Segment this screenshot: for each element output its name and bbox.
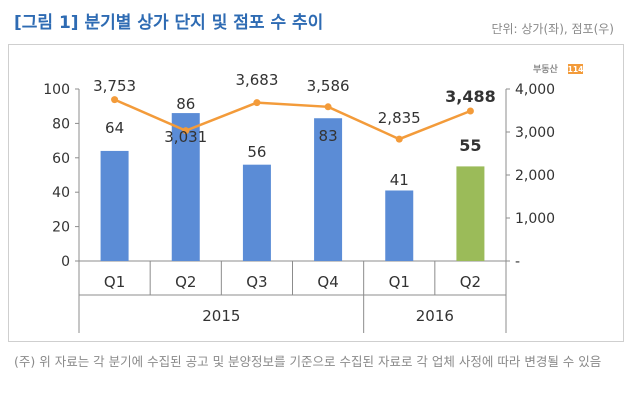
line-point [111,96,119,104]
line-value-label: 3,031 [164,128,207,146]
bar [100,150,129,261]
x-tick-label: Q1 [389,273,410,291]
y-tick-label: 60 [52,151,70,167]
line-point [182,127,190,135]
logo-badge [568,64,583,74]
bar-value-label: 55 [459,136,481,155]
bar-value-label: 86 [176,95,195,113]
y2-tick-label: 1,000 [515,211,555,227]
bar [385,190,414,261]
line-point [466,107,474,115]
group-label: 2016 [416,307,454,325]
bar-value-label: 56 [247,143,266,161]
x-tick-label: Q3 [246,273,267,291]
logo-text: 부동산 [533,63,559,75]
y-tick-label: 0 [61,254,70,270]
bar-value-label: 41 [390,171,409,189]
logo: 부동산 114 [533,63,583,75]
x-tick-label: Q2 [175,273,196,291]
line-series [114,98,471,141]
line-point [324,103,332,111]
y2-tick-label: 4,000 [515,82,555,98]
line-value-label: 3,586 [307,77,350,95]
bar [242,164,271,261]
line-value-label: 3,683 [235,71,278,89]
y2-tick-label: - [515,254,520,270]
line-value-label: 2,835 [378,109,421,127]
footnote: (주) 위 자료는 각 분기에 수집된 공고 및 분양정보를 기준으로 수집된 … [14,354,602,369]
y2-tick-label: 2,000 [515,168,555,184]
y-tick-label: 20 [52,220,70,236]
bar-value-label: 83 [319,127,338,145]
x-tick-label: Q4 [317,273,338,291]
group-label: 2015 [202,307,240,325]
y-tick-label: 80 [52,116,70,132]
combo-chart: 부동산 114 0 20 40 60 80 100 - 1,000 2,000 3,000 4,00… [43,63,583,333]
line-point [253,99,261,107]
bar-value-label: 64 [105,119,124,137]
chart-panel: 부동산 114 0 20 40 60 80 100 - 1,000 2,000 3,000 4,00… [8,44,624,342]
y-tick-label: 100 [43,82,70,98]
y2-tick-label: 3,000 [515,125,555,141]
x-tick-label: Q1 [104,273,125,291]
line-value-label: 3,488 [445,87,496,106]
line-point [395,135,403,143]
unit-label: 단위: 상가(좌), 점포(우) [491,22,614,36]
x-tick-label: Q2 [460,273,481,291]
logo-badge-text: 114 [568,65,584,74]
bar [171,113,200,261]
bar [456,166,485,261]
line-value-label: 3,753 [93,77,136,95]
bar [314,118,343,262]
y-tick-label: 40 [52,185,70,201]
chart-title: [그림 1] 분기별 상가 단지 및 점포 수 추이 [14,13,324,33]
